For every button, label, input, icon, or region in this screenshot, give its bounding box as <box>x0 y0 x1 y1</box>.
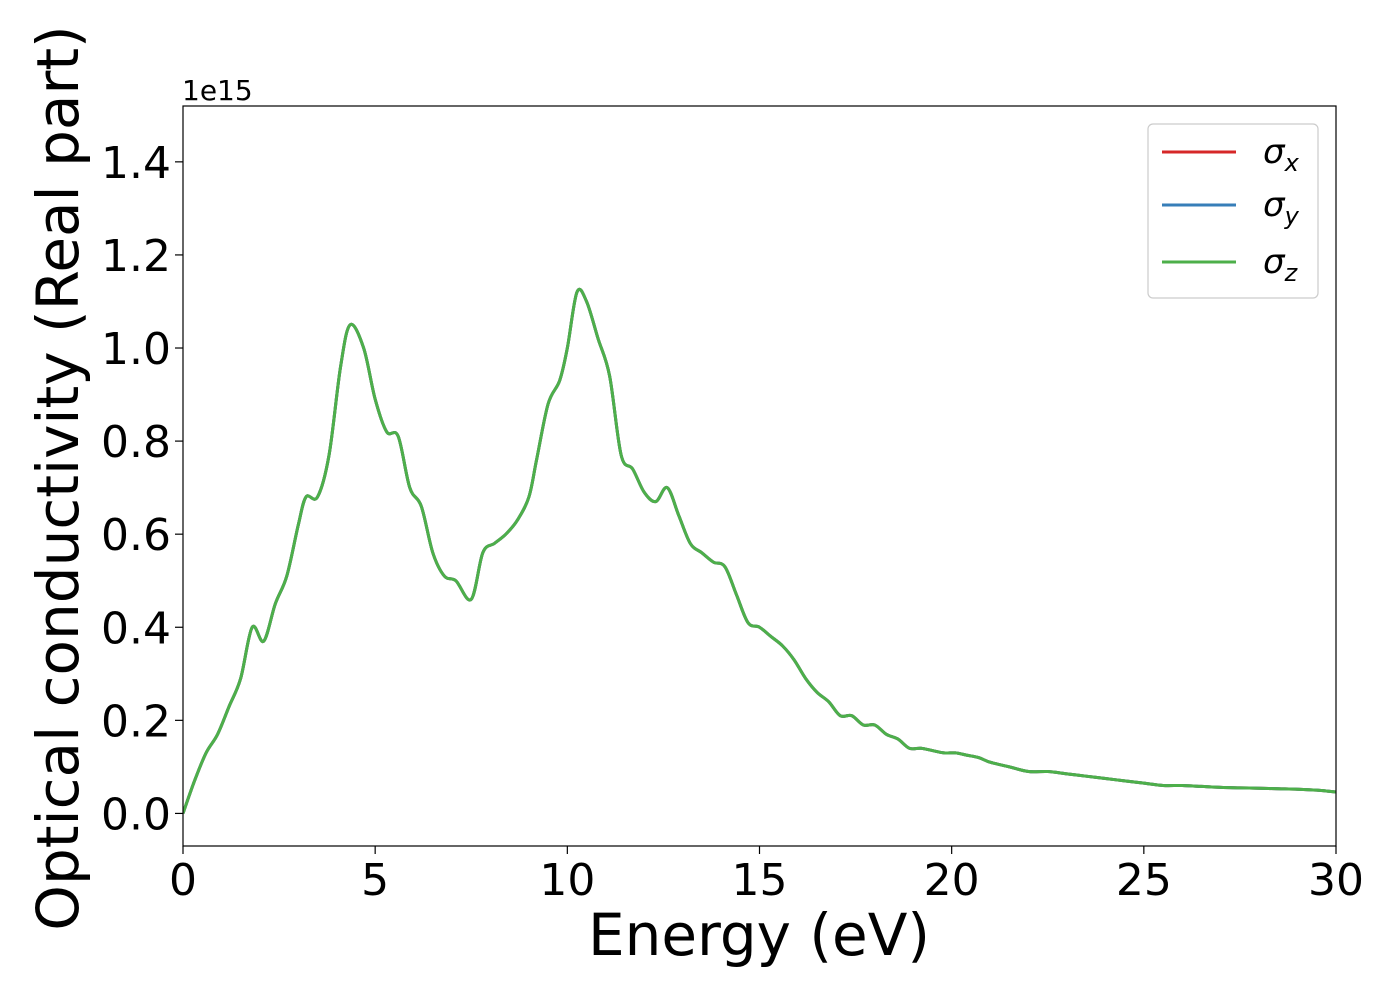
x-tick-label-4: 20 <box>924 855 980 906</box>
y-tick-label-1: 0.2 <box>101 696 171 747</box>
legend-label-0: σx <box>1263 132 1300 177</box>
y-tick-label-4: 0.8 <box>101 417 171 468</box>
legend-label-2: σz <box>1263 242 1299 287</box>
y-axis-title: Optical conductivity (Real part) <box>24 25 92 930</box>
x-axis-title: Energy (eV) <box>588 901 930 969</box>
y-tick-label-7: 1.4 <box>101 138 171 189</box>
series-line-0 <box>183 287 1336 814</box>
legend-box <box>1147 123 1319 299</box>
x-tick-label-1: 5 <box>361 855 389 906</box>
x-tick-label-5: 25 <box>1116 855 1172 906</box>
axes: 0 5 10 15 20 25 30 0.0 0.2 0.4 0.6 0.8 1.0 1.2 1.4 <box>101 105 1364 906</box>
x-tick-label-0: 0 <box>169 855 197 906</box>
y-tick-label-0: 0.0 <box>101 789 171 840</box>
y-tick-label-2: 0.4 <box>101 603 171 654</box>
legend-label-1: σy <box>1263 185 1300 230</box>
plot-area <box>183 287 1336 814</box>
x-tick-label-2: 10 <box>539 855 595 906</box>
x-tick-label-6: 30 <box>1308 855 1364 906</box>
series-line-1 <box>183 287 1336 814</box>
y-offset-label: 1e15 <box>182 74 253 107</box>
x-tick-label-3: 15 <box>732 855 788 906</box>
series-line-2 <box>183 287 1336 814</box>
y-tick-label-6: 1.2 <box>101 231 171 282</box>
y-tick-label-3: 0.6 <box>101 510 171 561</box>
legend: σx σy σz <box>1147 123 1319 299</box>
y-tick-label-5: 1.0 <box>101 324 171 375</box>
